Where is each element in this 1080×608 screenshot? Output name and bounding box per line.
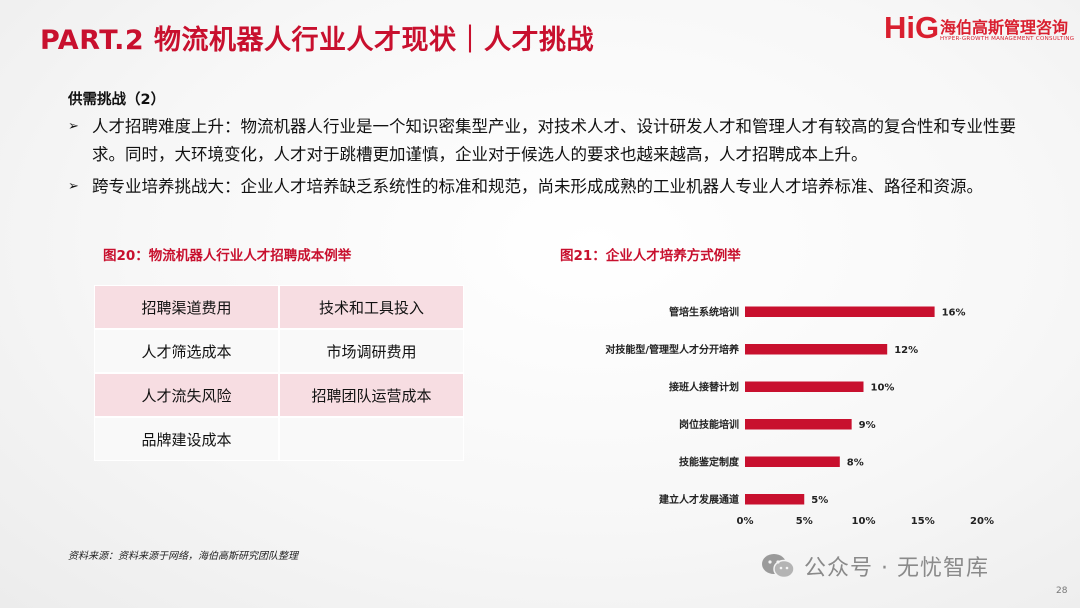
logo-name-cn: 海伯高斯管理咨询	[940, 18, 1069, 37]
data-label: 5%	[811, 495, 828, 506]
category-label: 接班人接替计划	[669, 380, 739, 393]
x-tick-label: 20%	[970, 516, 994, 527]
table-cell: 招聘渠道费用	[94, 285, 279, 329]
bar	[745, 419, 852, 430]
bar-chart-svg: 管培生系统培训 16% 对技能型/管理型人才分开培养 12% 接班人接替计划 10% 岗位技…	[605, 305, 994, 527]
table-row: 人才筛选成本 市场调研费用	[94, 329, 464, 373]
page-title: PART.2 物流机器人行业人才现状｜人才挑战	[40, 25, 595, 56]
table-cell: 人才流失风险	[94, 373, 279, 417]
training-methods-bar-chart: 管培生系统培训 16% 对技能型/管理型人才分开培养 12% 接班人接替计划 10% 岗位技…	[560, 280, 1000, 530]
data-label: 10%	[871, 382, 895, 393]
table-cell	[279, 417, 464, 461]
table-cell: 技术和工具投入	[279, 285, 464, 329]
bar	[745, 494, 805, 505]
bar	[745, 344, 888, 355]
logo-mark: HiG	[884, 10, 940, 45]
x-tick-label: 10%	[852, 516, 876, 527]
table-cell: 人才筛选成本	[94, 329, 279, 373]
fig20-title: 图20：物流机器人行业人才招聘成本例举	[103, 248, 352, 264]
logo-name-en: HYPER-GROWTH MANAGEMENT CONSULTING	[940, 36, 1075, 42]
company-logo: HiG 海伯高斯管理咨询 HYPER-GROWTH MANAGEMENT CON…	[884, 10, 1074, 50]
table-cell: 招聘团队运营成本	[279, 373, 464, 417]
bar	[745, 381, 864, 392]
watermark-text: 公众号 · 无忧智库	[804, 556, 989, 581]
table-row: 招聘渠道费用 技术和工具投入	[94, 285, 464, 329]
table-row: 品牌建设成本	[94, 417, 464, 461]
category-label: 岗位技能培训	[679, 418, 739, 431]
bullet-arrow-icon: ➢	[68, 119, 79, 134]
bar	[745, 456, 840, 467]
table-cell: 市场调研费用	[279, 329, 464, 373]
watermark: 公众号 · 无忧智库	[760, 549, 989, 583]
bullet-arrow-icon: ➢	[68, 179, 79, 194]
page-number: 28	[1056, 586, 1068, 596]
data-label: 9%	[859, 420, 876, 431]
bullet-text: 人才招聘难度上升：物流机器人行业是一个知识密集型产业，对技术人才、设计研发人才和…	[92, 117, 1016, 164]
data-label: 8%	[847, 457, 864, 468]
recruitment-cost-table: 招聘渠道费用 技术和工具投入 人才筛选成本 市场调研费用 人才流失风险 招聘团队…	[94, 285, 464, 461]
x-tick-label: 15%	[911, 516, 935, 527]
fig21-title: 图21：企业人才培养方式例举	[560, 248, 741, 264]
section-heading: 供需挑战（2）	[68, 92, 166, 108]
x-tick-label: 0%	[737, 516, 754, 527]
x-tick-label: 5%	[796, 516, 813, 527]
table-cell: 品牌建设成本	[94, 417, 279, 461]
bar	[745, 306, 935, 317]
category-label: 对技能型/管理型人才分开培养	[605, 343, 740, 356]
bullet-item: ➢ 跨专业培养挑战大：企业人才培养缺乏系统性的标准和规范，尚未形成成熟的工业机器…	[68, 173, 1028, 201]
data-label: 12%	[894, 345, 918, 356]
wechat-icon	[760, 552, 796, 580]
table-row: 人才流失风险 招聘团队运营成本	[94, 373, 464, 417]
category-label: 管培生系统培训	[669, 305, 739, 318]
source-note: 资料来源：资料来源于网络，海伯高斯研究团队整理	[68, 551, 298, 562]
bullet-item: ➢ 人才招聘难度上升：物流机器人行业是一个知识密集型产业，对技术人才、设计研发人…	[68, 113, 1028, 169]
data-label: 16%	[942, 307, 966, 318]
category-label: 技能鉴定制度	[679, 455, 740, 468]
category-label: 建立人才发展通道	[658, 493, 739, 506]
bullet-text: 跨专业培养挑战大：企业人才培养缺乏系统性的标准和规范，尚未形成成熟的工业机器人专…	[92, 177, 983, 196]
